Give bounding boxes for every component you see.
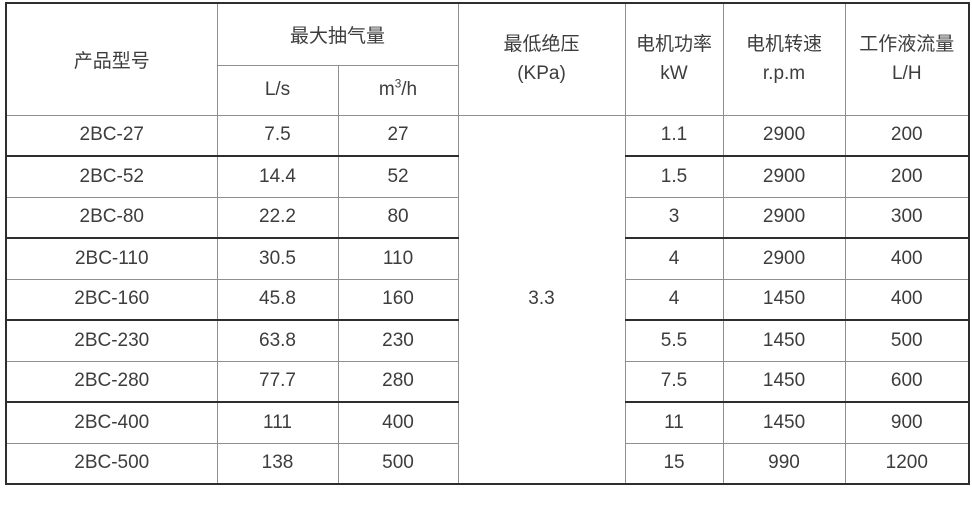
header-motor-speed-unit: r.p.m <box>762 63 806 85</box>
header-motor-power-line1: 电机功率 <box>636 34 713 56</box>
table-row: 2BC-52 14.4 52 1.5 2900 200 <box>5 155 970 198</box>
cell-lh: 300 <box>844 196 970 239</box>
spec-table: 产品型号 最大抽气量 最低绝压 (KPa) 电机功率 kW 电机转速 r.p.m… <box>5 2 971 485</box>
cell-rpm: 2900 <box>722 196 846 239</box>
cell-rpm: 2900 <box>722 114 846 157</box>
table-row: 2BC-230 63.8 230 5.5 1450 500 <box>5 319 970 362</box>
cell-lh: 200 <box>844 155 970 198</box>
header-unit-ls: L/s <box>216 64 339 116</box>
cell-model: 2BC-52 <box>5 155 218 198</box>
cell-ls: 138 <box>216 442 339 485</box>
unit-m3h-sup: 3 <box>394 77 402 91</box>
header-motor-speed: 电机转速 r.p.m <box>722 2 846 116</box>
cell-lh: 500 <box>844 319 970 362</box>
header-max-capacity: 最大抽气量 <box>216 2 459 66</box>
cell-min-abs-pressure-merged: 3.3 <box>457 114 626 485</box>
header-motor-power: 电机功率 kW <box>624 2 724 116</box>
cell-rpm: 1450 <box>722 401 846 444</box>
table-row: 2BC-500 138 500 15 990 1200 <box>5 442 970 485</box>
cell-kw: 4 <box>624 237 724 280</box>
cell-ls: 7.5 <box>216 114 339 157</box>
header-min-abs-pressure-unit: (KPa) <box>517 63 566 85</box>
cell-lh: 1200 <box>844 442 970 485</box>
header-min-abs-pressure: 最低绝压 (KPa) <box>457 2 626 116</box>
cell-kw: 1.5 <box>624 155 724 198</box>
unit-m3h-rest: /h <box>401 79 418 100</box>
cell-model: 2BC-280 <box>5 360 218 403</box>
cell-m3h: 80 <box>337 196 459 239</box>
cell-kw: 7.5 <box>624 360 724 403</box>
cell-kw: 4 <box>624 278 724 321</box>
cell-rpm: 1450 <box>722 360 846 403</box>
cell-kw: 11 <box>624 401 724 444</box>
table-row: 2BC-280 77.7 280 7.5 1450 600 <box>5 360 970 403</box>
cell-ls: 63.8 <box>216 319 339 362</box>
header-working-liquid-flow-unit: L/H <box>891 63 922 85</box>
cell-m3h: 160 <box>337 278 459 321</box>
header-working-liquid-flow-line1: 工作液流量 <box>859 34 955 56</box>
cell-m3h: 280 <box>337 360 459 403</box>
cell-kw: 1.1 <box>624 114 724 157</box>
cell-ls: 77.7 <box>216 360 339 403</box>
cell-kw: 5.5 <box>624 319 724 362</box>
cell-m3h: 400 <box>337 401 459 444</box>
cell-model: 2BC-500 <box>5 442 218 485</box>
table-row: 2BC-160 45.8 160 4 1450 400 <box>5 278 970 321</box>
cell-lh: 600 <box>844 360 970 403</box>
cell-ls: 22.2 <box>216 196 339 239</box>
cell-rpm: 990 <box>722 442 846 485</box>
cell-lh: 400 <box>844 278 970 321</box>
header-product-model: 产品型号 <box>5 2 218 116</box>
cell-ls: 14.4 <box>216 155 339 198</box>
cell-model: 2BC-160 <box>5 278 218 321</box>
cell-ls: 45.8 <box>216 278 339 321</box>
cell-lh: 400 <box>844 237 970 280</box>
table-row: 2BC-400 111 400 11 1450 900 <box>5 401 970 444</box>
header-motor-speed-line1: 电机转速 <box>746 34 823 56</box>
table-row: 2BC-80 22.2 80 3 2900 300 <box>5 196 970 239</box>
cell-model: 2BC-400 <box>5 401 218 444</box>
cell-m3h: 52 <box>337 155 459 198</box>
cell-rpm: 1450 <box>722 319 846 362</box>
cell-m3h: 27 <box>337 114 459 157</box>
cell-rpm: 2900 <box>722 155 846 198</box>
header-min-abs-pressure-line1: 最低绝压 <box>503 34 580 56</box>
cell-model: 2BC-27 <box>5 114 218 157</box>
header-working-liquid-flow: 工作液流量 L/H <box>844 2 970 116</box>
cell-m3h: 230 <box>337 319 459 362</box>
cell-rpm: 1450 <box>722 278 846 321</box>
cell-m3h: 110 <box>337 237 459 280</box>
cell-m3h: 500 <box>337 442 459 485</box>
cell-kw: 15 <box>624 442 724 485</box>
cell-model: 2BC-80 <box>5 196 218 239</box>
header-motor-power-unit: kW <box>660 63 688 85</box>
header-unit-m3h: m3/h <box>337 64 459 116</box>
cell-ls: 111 <box>216 401 339 444</box>
cell-rpm: 2900 <box>722 237 846 280</box>
cell-model: 2BC-110 <box>5 237 218 280</box>
table-row: 2BC-27 7.5 27 3.3 1.1 2900 200 <box>5 114 970 485</box>
cell-kw: 3 <box>624 196 724 239</box>
cell-lh: 900 <box>844 401 970 444</box>
cell-model: 2BC-230 <box>5 319 218 362</box>
cell-lh: 200 <box>844 114 970 157</box>
cell-ls: 30.5 <box>216 237 339 280</box>
unit-m3h-base: m <box>378 79 395 100</box>
